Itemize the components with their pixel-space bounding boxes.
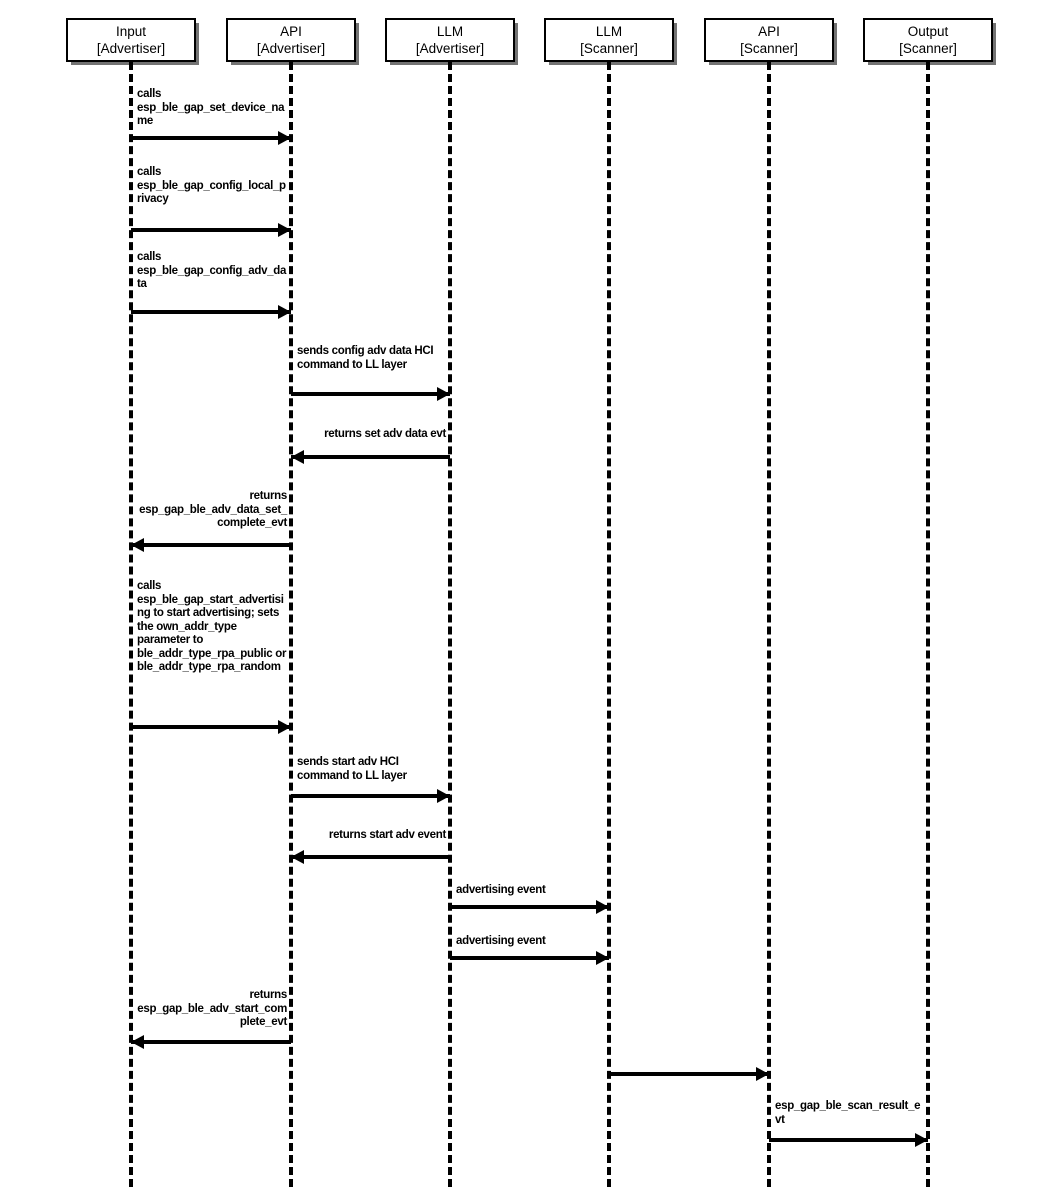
message-line — [291, 855, 450, 859]
message-label-m4: sends config adv data HCI command to LL … — [297, 345, 434, 371]
participant-name: LLM — [595, 24, 623, 39]
message-label-m6: returns esp_gap_ble_adv_data_set_complet… — [139, 490, 287, 529]
message-label-m12: returns esp_gap_ble_adv_start_complete_e… — [137, 989, 287, 1028]
message-line — [291, 455, 450, 459]
message-label-m2: calls esp_ble_gap_config_local_privacy — [137, 166, 286, 205]
participant-role: [Scanner] — [899, 41, 957, 56]
participant-box-llm_scan[interactable]: LLM [Scanner] — [544, 18, 674, 62]
arrow-head-right-icon — [437, 387, 450, 401]
arrow-head-right-icon — [278, 223, 291, 237]
arrow-head-left-icon — [291, 850, 304, 864]
participant-name: LLM — [436, 24, 464, 39]
message-label-m11: advertising event — [456, 935, 546, 947]
participant-role: [Advertiser] — [415, 41, 485, 56]
message-line — [131, 228, 291, 232]
message-label-m5: returns set adv data evt — [324, 428, 446, 440]
message-label-m7: calls esp_ble_gap_start_advertising to s… — [137, 580, 287, 673]
arrow-head-right-icon — [915, 1133, 928, 1147]
arrow-head-right-icon — [596, 900, 609, 914]
lifeline-input_adv — [129, 62, 133, 1187]
message-line — [131, 1040, 291, 1044]
message-line — [131, 543, 291, 547]
participant-role: [Advertiser] — [96, 41, 166, 56]
message-line — [291, 392, 450, 396]
participant-box-input_adv[interactable]: Input [Advertiser] — [66, 18, 196, 62]
lifeline-llm_adv — [448, 62, 452, 1187]
arrow-head-left-icon — [291, 450, 304, 464]
lifeline-llm_scan — [607, 62, 611, 1187]
message-line — [131, 725, 291, 729]
lifeline-output_scan — [926, 62, 930, 1187]
participant-box-api_adv[interactable]: API [Advertiser] — [226, 18, 356, 62]
message-label-m10: advertising event — [456, 884, 546, 896]
participant-role: [Scanner] — [740, 41, 798, 56]
participant-role: [Advertiser] — [256, 41, 326, 56]
message-line — [450, 905, 609, 909]
message-label-m9: returns start adv event — [328, 829, 446, 841]
message-line — [131, 310, 291, 314]
participant-name: API — [280, 24, 302, 39]
lifeline-api_scan — [767, 62, 771, 1187]
arrow-head-right-icon — [596, 951, 609, 965]
message-label-m3: calls esp_ble_gap_config_adv_data — [137, 251, 287, 290]
arrow-head-right-icon — [278, 305, 291, 319]
arrow-head-left-icon — [131, 538, 144, 552]
message-line — [609, 1072, 769, 1076]
participant-name: Output — [907, 24, 949, 39]
participant-box-output_scan[interactable]: Output [Scanner] — [863, 18, 993, 62]
participant-name: Input — [115, 24, 147, 39]
message-line — [291, 794, 450, 798]
message-line — [450, 956, 609, 960]
message-label-m1: calls esp_ble_gap_set_device_name — [137, 88, 285, 127]
participant-role: [Scanner] — [580, 41, 638, 56]
participant-name: API — [758, 24, 780, 39]
arrow-head-right-icon — [437, 789, 450, 803]
arrow-head-left-icon — [131, 1035, 144, 1049]
message-line — [769, 1138, 928, 1142]
participant-box-llm_adv[interactable]: LLM [Advertiser] — [385, 18, 515, 62]
arrow-head-right-icon — [278, 131, 291, 145]
message-line — [131, 136, 291, 140]
message-label-m8: sends start adv HCI command to LL layer — [297, 756, 407, 782]
participant-box-api_scan[interactable]: API [Scanner] — [704, 18, 834, 62]
arrow-head-right-icon — [278, 720, 291, 734]
message-label-m14: esp_gap_ble_scan_result_evt — [775, 1100, 921, 1126]
arrow-head-right-icon — [756, 1067, 769, 1081]
lifeline-api_adv — [289, 62, 293, 1187]
